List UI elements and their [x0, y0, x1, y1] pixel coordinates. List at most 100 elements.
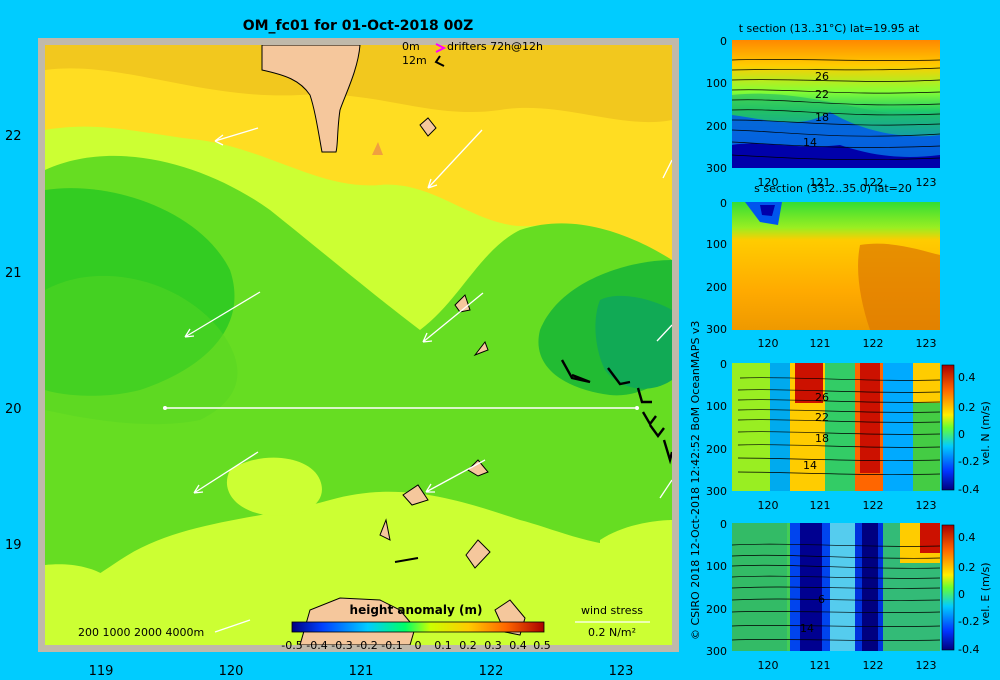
- cbar-tick: -0.4: [958, 483, 979, 496]
- x-tick-label: 120: [758, 337, 779, 350]
- contour-label: 22: [815, 88, 829, 101]
- y-tick-label: 0: [720, 518, 727, 531]
- contour-label: 6: [818, 593, 825, 606]
- drifter-tracks: [560, 359, 672, 465]
- x-tick-label: 122: [479, 664, 504, 679]
- y-tick-label: 200: [706, 281, 727, 294]
- cbar-tick: 0: [958, 428, 965, 441]
- y-tick-label: 300: [706, 485, 727, 498]
- y-tick-label: 100: [706, 238, 727, 251]
- cbar-tick: 0.1: [434, 639, 452, 652]
- x-tick-label: 122: [863, 499, 884, 512]
- cbar-tick: 0: [415, 639, 422, 652]
- x-tick-label: 123: [609, 664, 634, 679]
- x-tick-label: 121: [810, 337, 831, 350]
- y-tick-label: 100: [706, 77, 727, 90]
- x-tick-label: 121: [810, 176, 831, 189]
- taiwan-landmass: [261, 45, 361, 153]
- panel-vel-east: 6 14 0 100 200 300 120 121 122 123 0.4 0…: [706, 518, 992, 672]
- x-tick-label: 122: [863, 176, 884, 189]
- y-tick-label: 20: [5, 402, 22, 417]
- y-tick-label: 100: [706, 560, 727, 573]
- isobath-labels: 200 1000 2000 4000m: [78, 626, 204, 639]
- panel-vel-north: 26 22 18 14 0 100 200 300 120 121 122 12…: [706, 358, 992, 512]
- cbar-tick: 0.2: [958, 401, 976, 414]
- cbar-tick: 0.2: [958, 561, 976, 574]
- x-tick-label: 120: [219, 664, 244, 679]
- cbar-tick: 0.2: [459, 639, 477, 652]
- x-tick-label: 122: [863, 659, 884, 672]
- cbar-tick: 0.4: [958, 371, 976, 384]
- colorbar-label: vel. N (m/s): [979, 401, 992, 465]
- y-tick-label: 300: [706, 323, 727, 336]
- panel-temperature: t section (13..31°C) lat=19.95 at 26 22 …: [706, 22, 941, 189]
- cbar-tick: -0.5: [281, 639, 302, 652]
- y-tick-label: 0: [720, 358, 727, 371]
- wind-stress-label: wind stress: [581, 604, 643, 617]
- drifter-legend-12m-icon: [434, 55, 445, 67]
- panel-title: s section (33.2..35.0) lat=20: [754, 182, 912, 195]
- credits-text: © CSIRO 2018 12-Oct-2018 12:42:52 BoM Oc…: [689, 321, 702, 640]
- cbar-tick: -0.2: [958, 615, 979, 628]
- colorbar-label: vel. E (m/s): [979, 562, 992, 625]
- x-tick-label: 120: [758, 659, 779, 672]
- contour-label: 18: [815, 432, 829, 445]
- luzon-landmass: [299, 597, 416, 645]
- wind-stress-arrows: [184, 127, 672, 633]
- map-x-ticks: 119 120 121 122 123: [89, 664, 634, 679]
- x-tick-label: 120: [758, 176, 779, 189]
- contour-label: 14: [803, 136, 817, 149]
- cbar-tick: -0.4: [306, 639, 327, 652]
- y-tick-label: 300: [706, 162, 727, 175]
- vel-e-colorbar: [941, 524, 955, 651]
- cbar-tick: -0.3: [331, 639, 352, 652]
- contour-label: 26: [815, 70, 829, 83]
- panel-title: t section (13..31°C) lat=19.95 at: [739, 22, 920, 35]
- y-tick-label: 22: [5, 129, 22, 144]
- legend-12m: 12m: [402, 54, 427, 67]
- cbar-tick: 0.5: [533, 639, 551, 652]
- wind-stress-scale: 0.2 N/m²: [588, 626, 636, 639]
- y-tick-label: 200: [706, 603, 727, 616]
- x-tick-label: 123: [916, 499, 937, 512]
- map-y-ticks: 22 21 20 19: [5, 129, 22, 553]
- cbar-tick: 0.3: [484, 639, 502, 652]
- yellow-blob: [226, 457, 322, 516]
- contour-label: 26: [815, 391, 829, 404]
- legend-0m: 0m: [402, 40, 420, 53]
- y-tick-label: 0: [720, 35, 727, 48]
- x-tick-label: 121: [810, 659, 831, 672]
- x-tick-label: 122: [863, 337, 884, 350]
- contour-label: 14: [800, 622, 814, 635]
- y-tick-label: 19: [5, 538, 22, 553]
- x-tick-label: 123: [916, 176, 937, 189]
- map-field: [45, 45, 672, 645]
- height-anomaly-colorbar: [291, 621, 545, 633]
- x-tick-label: 121: [349, 664, 374, 679]
- cbar-tick: -0.4: [958, 643, 979, 656]
- vel-n-colorbar: [941, 364, 955, 491]
- x-tick-label: 123: [916, 659, 937, 672]
- x-tick-label: 121: [810, 499, 831, 512]
- cbar-tick: 0: [958, 588, 965, 601]
- y-tick-label: 0: [720, 197, 727, 210]
- y-tick-label: 21: [5, 266, 22, 281]
- x-tick-label: 120: [758, 499, 779, 512]
- x-tick-label: 123: [916, 337, 937, 350]
- contour-label: 22: [815, 411, 829, 424]
- colorbar-title: height anomaly (m): [350, 603, 483, 617]
- cbar-tick: -0.2: [356, 639, 377, 652]
- y-tick-label: 300: [706, 645, 727, 658]
- colorbar-ticks: -0.5 -0.4 -0.3 -0.2 -0.1 0 0.1 0.2 0.3 0…: [281, 639, 550, 652]
- drifter-legend-0m-icon: [435, 43, 447, 53]
- cbar-tick: 0.4: [509, 639, 527, 652]
- contour-label: 18: [815, 111, 829, 124]
- x-tick-label: 119: [89, 664, 114, 679]
- map-title: OM_fc01 for 01-Oct-2018 00Z: [243, 18, 474, 34]
- y-tick-label: 200: [706, 443, 727, 456]
- y-tick-label: 200: [706, 120, 727, 133]
- drifters-label: drifters 72h@12h: [447, 40, 543, 53]
- cbar-tick: 0.4: [958, 531, 976, 544]
- cbar-tick: -0.1: [381, 639, 402, 652]
